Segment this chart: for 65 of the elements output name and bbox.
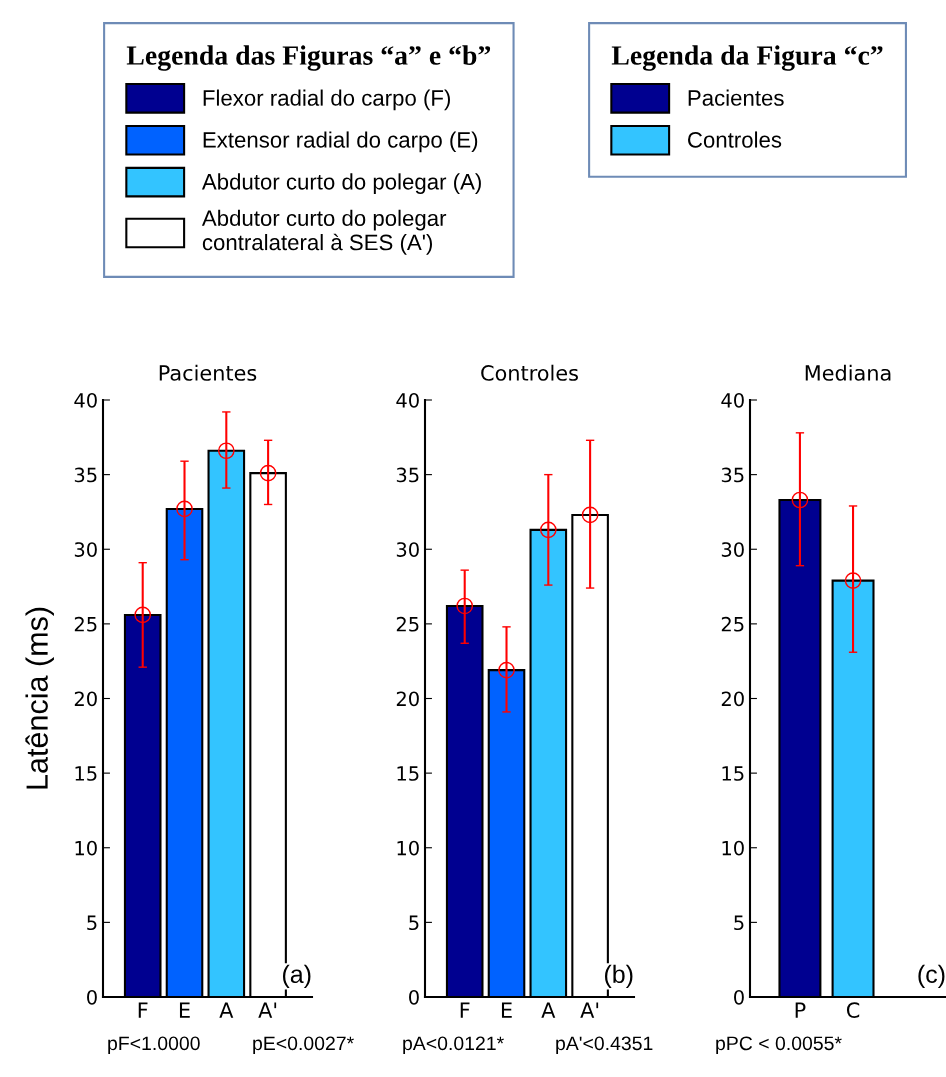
x-tick-label: A — [541, 1002, 556, 1018]
y-tick-label: 40 — [74, 392, 97, 408]
chart-title: Controles — [481, 364, 578, 381]
legend-label: Extensor radial do carpo (E) — [203, 131, 478, 153]
y-axis-title: Latência (ms) — [25, 607, 54, 789]
y-tick-label: 20 — [721, 691, 744, 707]
legend-label: Flexor radial do carpo (F) — [203, 89, 450, 111]
y-tick-label: 5 — [734, 915, 744, 931]
y-tick-label: 35 — [74, 467, 97, 483]
chart-title: Mediana — [805, 364, 891, 381]
y-tick-label: 15 — [75, 766, 97, 781]
text: pE<0.0027* — [253, 1036, 354, 1055]
y-tick-label: 10 — [722, 840, 744, 856]
x-tick-label: A — [219, 1002, 234, 1018]
text: (c) — [918, 964, 945, 989]
y-tick-label: 10 — [397, 840, 419, 856]
legend-label: Abdutor curto do polegar contralateral à SES (A') — [201, 209, 447, 255]
legend-label: Pacientes — [688, 89, 784, 106]
y-tick-label: 35 — [721, 467, 744, 483]
y-tick-label: 0 — [734, 989, 744, 1005]
annotation: (a) — [283, 964, 311, 989]
point — [581, 506, 599, 524]
y-tick-label: 20 — [74, 691, 97, 707]
text: pA'<0.4351 — [556, 1036, 653, 1055]
legend-title: Legenda da Figura “c” — [611, 45, 883, 71]
y-tick-label: 20 — [396, 691, 419, 707]
x-tick-label: E — [179, 1002, 190, 1018]
x-tick-label: E — [501, 1002, 512, 1018]
text: pF<1.0000 — [108, 1036, 200, 1055]
y-tick-label: 40 — [396, 392, 419, 408]
legend-title: Legenda das Figuras “a” e “b” — [126, 45, 491, 71]
y-tick-label: 25 — [721, 616, 744, 632]
point — [134, 606, 152, 624]
x-tick-label: F — [460, 1002, 470, 1018]
y-tick-label: 40 — [721, 392, 744, 408]
y-tick-label: 30 — [396, 542, 419, 557]
annotation: (b) — [605, 964, 633, 989]
y-tick-label: 5 — [87, 915, 97, 931]
y-tick-label: 5 — [409, 915, 419, 931]
point — [456, 597, 474, 615]
x-tick-label: A' — [580, 1002, 599, 1018]
y-tick-label: 30 — [721, 542, 744, 557]
point — [217, 442, 235, 460]
y-tick-label: 15 — [397, 766, 419, 781]
text: pPC < 0.0055* — [716, 1036, 842, 1055]
x-tick-label: F — [138, 1002, 148, 1018]
y-tick-label: 25 — [74, 616, 97, 632]
y-tick-label: 10 — [75, 840, 97, 856]
point — [259, 464, 277, 482]
y-tick-label: 0 — [409, 989, 419, 1005]
point — [176, 500, 193, 518]
chart-title: Pacientes — [159, 364, 257, 381]
y-tick-label: 15 — [722, 766, 744, 781]
point — [498, 661, 515, 679]
legend-label: Controles — [688, 131, 782, 148]
x-tick-label: A' — [258, 1002, 277, 1018]
text: pA<0.0121* — [403, 1036, 504, 1055]
x-tick-label: C — [846, 1002, 860, 1018]
y-tick-label: 30 — [74, 542, 97, 557]
y-tick-label: 35 — [396, 467, 419, 483]
point — [539, 521, 557, 539]
y-tick-label: 0 — [87, 989, 97, 1005]
x-tick-label: P — [795, 1002, 806, 1018]
legend-label: Abdutor curto do polegar (A) — [201, 173, 481, 195]
y-tick-label: 25 — [396, 616, 419, 632]
